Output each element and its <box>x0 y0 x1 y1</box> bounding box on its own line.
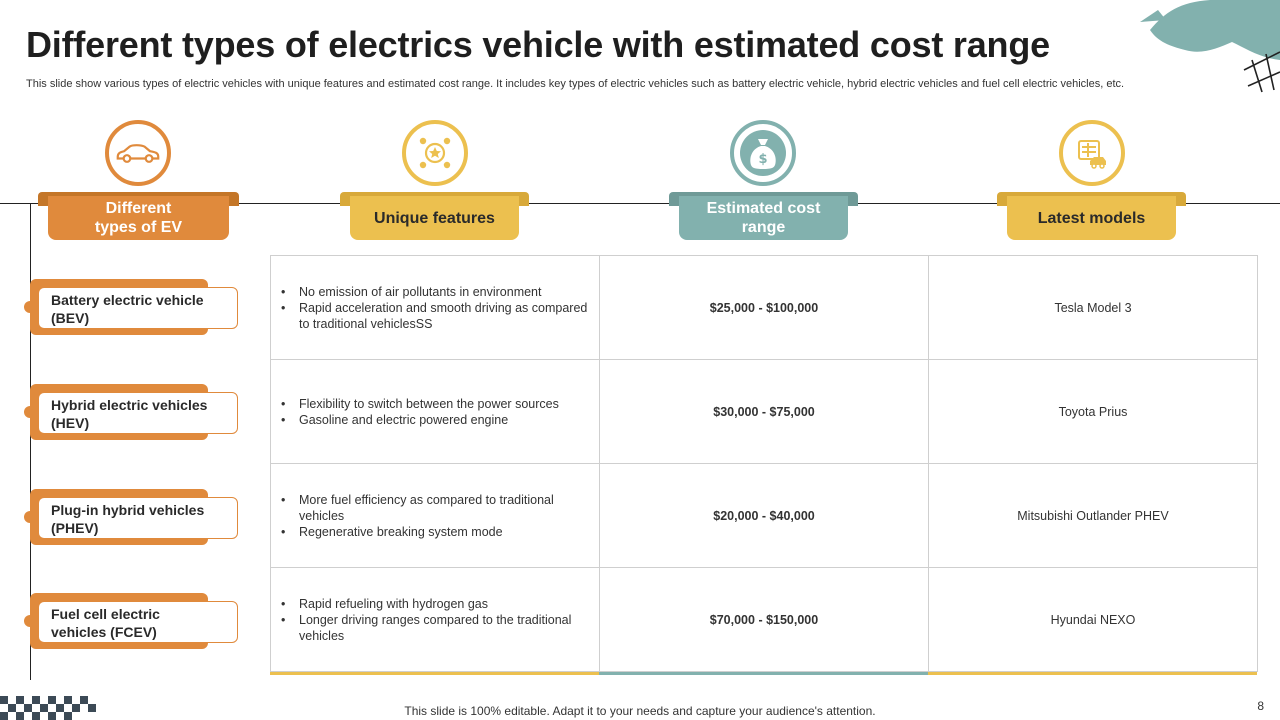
slide-title: Different types of electrics vehicle wit… <box>26 24 1050 65</box>
header-features: Unique features <box>350 196 519 240</box>
cost-cell: $25,000 - $100,000 <box>599 255 929 360</box>
slide-subtitle: This slide show various types of electri… <box>26 78 1125 90</box>
row-label-hev-line1: Hybrid electric vehicles <box>51 397 208 413</box>
money-bag-icon: $ <box>750 139 776 169</box>
features-cell: Flexibility to switch between the power … <box>270 359 600 464</box>
header-cost: Estimated cost range <box>679 196 848 240</box>
timeline-dot <box>24 301 36 313</box>
feature-item: No emission of air pollutants in environ… <box>281 284 591 300</box>
row-label-phev-line1: Plug-in hybrid vehicles <box>51 502 205 518</box>
header-divider-line <box>0 203 1280 204</box>
feature-item: Rapid acceleration and smooth driving as… <box>281 300 591 332</box>
row-label-fcev-line2: vehicles (FCEV) <box>51 624 157 640</box>
brush-stroke-decoration <box>1140 0 1280 93</box>
star-network-icon <box>419 137 451 169</box>
table-row: No emission of air pollutants in environ… <box>270 255 1258 360</box>
cost-cell: $20,000 - $40,000 <box>599 463 929 568</box>
timeline-dot <box>24 406 36 418</box>
page-number: 8 <box>1257 699 1264 713</box>
model-cell: Tesla Model 3 <box>928 255 1258 360</box>
car-icon <box>116 144 160 163</box>
ev-types-icon-circle <box>105 120 171 186</box>
row-label-fcev: Fuel cell electric vehicles (FCEV) <box>24 593 238 649</box>
left-vertical-line <box>30 204 31 680</box>
header-cost-line1: Estimated cost <box>706 200 821 217</box>
row-label-hev: Hybrid electric vehicles (HEV) <box>24 384 238 440</box>
feature-item: Flexibility to switch between the power … <box>281 396 591 412</box>
row-label-phev: Plug-in hybrid vehicles (PHEV) <box>24 489 238 545</box>
row-label-bev-line1: Battery electric vehicle <box>51 292 204 308</box>
cost-icon-circle: $ <box>730 120 796 186</box>
vehicle-list-icon <box>1078 140 1106 169</box>
table-row: More fuel efficiency as compared to trad… <box>270 463 1258 568</box>
header-ev-types-line2: types of EV <box>94 219 183 236</box>
models-icon-circle <box>1059 120 1125 186</box>
row-label-bev-line2: (BEV) <box>51 310 90 326</box>
cost-accent-bar <box>599 672 928 675</box>
header-models: Latest models <box>1007 196 1176 240</box>
features-icon-circle <box>402 120 468 186</box>
table-row: Flexibility to switch between the power … <box>270 359 1258 464</box>
features-cell: Rapid refueling with hydrogen gasLonger … <box>270 567 600 672</box>
header-ev-types-line1: Different <box>105 200 172 217</box>
models-accent-bar <box>928 672 1257 675</box>
row-label-hev-line2: (HEV) <box>51 415 90 431</box>
feature-item: More fuel efficiency as compared to trad… <box>281 492 591 524</box>
cost-cell: $30,000 - $75,000 <box>599 359 929 464</box>
model-cell: Hyundai NEXO <box>928 567 1258 672</box>
row-label-phev-line2: (PHEV) <box>51 520 99 536</box>
header-ev-types: Different types of EV <box>48 196 229 240</box>
header-features-line1: Unique features <box>374 209 495 227</box>
timeline-dot <box>24 615 36 627</box>
header-cost-line2: range <box>741 219 786 236</box>
row-label-fcev-line1: Fuel cell electric <box>51 606 160 622</box>
cost-cell: $70,000 - $150,000 <box>599 567 929 672</box>
feature-item: Rapid refueling with hydrogen gas <box>281 596 591 612</box>
timeline-dot <box>24 511 36 523</box>
features-cell: More fuel efficiency as compared to trad… <box>270 463 600 568</box>
feature-item: Regenerative breaking system mode <box>281 524 591 540</box>
feature-item: Gasoline and electric powered engine <box>281 412 591 428</box>
row-label-bev: Battery electric vehicle (BEV) <box>24 279 238 335</box>
checker-pattern-decoration <box>0 696 96 720</box>
footer-note: This slide is 100% editable. Adapt it to… <box>404 704 876 718</box>
features-accent-bar <box>270 672 599 675</box>
ev-comparison-table: No emission of air pollutants in environ… <box>270 255 1258 672</box>
table-row: Rapid refueling with hydrogen gasLonger … <box>270 567 1258 672</box>
feature-item: Longer driving ranges compared to the tr… <box>281 612 591 644</box>
header-models-line1: Latest models <box>1037 209 1146 227</box>
features-cell: No emission of air pollutants in environ… <box>270 255 600 360</box>
model-cell: Mitsubishi Outlander PHEV <box>928 463 1258 568</box>
svg-text:$: $ <box>758 152 767 167</box>
model-cell: Toyota Prius <box>928 359 1258 464</box>
